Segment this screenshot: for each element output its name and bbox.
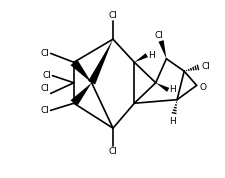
Text: Cl: Cl bbox=[41, 106, 50, 115]
Text: H: H bbox=[169, 117, 175, 126]
Polygon shape bbox=[70, 83, 91, 106]
Polygon shape bbox=[88, 39, 112, 85]
Text: Cl: Cl bbox=[200, 62, 209, 71]
Text: H: H bbox=[148, 51, 154, 60]
Text: O: O bbox=[198, 83, 205, 92]
Text: Cl: Cl bbox=[108, 11, 117, 20]
Text: Cl: Cl bbox=[108, 147, 117, 156]
Text: Cl: Cl bbox=[154, 31, 163, 40]
Text: Cl: Cl bbox=[41, 84, 50, 93]
Polygon shape bbox=[134, 53, 147, 62]
Text: H: H bbox=[169, 85, 176, 94]
Polygon shape bbox=[70, 59, 91, 83]
Polygon shape bbox=[155, 83, 169, 92]
Polygon shape bbox=[158, 40, 166, 59]
Text: Cl: Cl bbox=[43, 71, 51, 80]
Text: Cl: Cl bbox=[41, 49, 50, 58]
